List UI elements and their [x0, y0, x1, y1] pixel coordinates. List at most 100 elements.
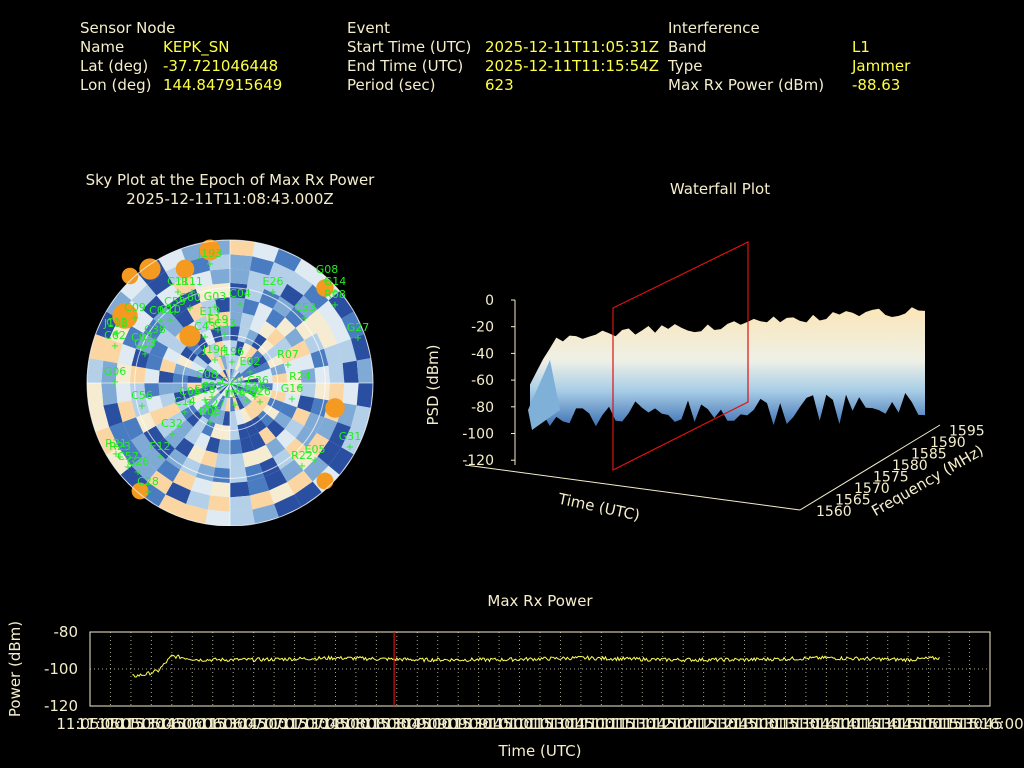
satellite-plus: + — [206, 417, 214, 428]
skyplot-cell — [230, 495, 253, 512]
satellite-plus: + — [211, 302, 219, 313]
skyplot-cell — [294, 447, 318, 471]
power-x-tick-label: 11:05:00 — [56, 715, 123, 733]
skyplot-cell — [201, 420, 216, 437]
skyplot-cell — [131, 284, 157, 310]
satellite-marker: +G06 — [104, 365, 127, 388]
power-x-tick-label: 11:08:45 — [363, 715, 430, 733]
satellite-label: C26 — [249, 385, 271, 398]
skyplot-cell — [230, 254, 253, 271]
satellite-label: C43 — [194, 320, 216, 333]
skyplot-cell — [165, 482, 191, 504]
skyplot-cell — [155, 327, 176, 348]
skyplot-cell — [265, 308, 286, 329]
satellite-marker: +G27 — [347, 321, 370, 344]
skyplot-cell — [217, 439, 230, 455]
skyplot-cell — [115, 363, 132, 383]
skyplot-cell — [262, 346, 280, 362]
skyplot-cell — [356, 358, 373, 383]
skyplot-cell — [303, 284, 329, 310]
satellite-plus: + — [298, 461, 306, 472]
skyplot-cell — [230, 373, 243, 383]
power-x-tick-label: 11:07:15 — [240, 715, 307, 733]
period-value: 623 — [485, 76, 514, 94]
freq-tick-label: 1595 — [949, 424, 985, 440]
skyplot-cell — [230, 383, 235, 398]
satellite-marker: +E13 — [200, 305, 221, 328]
satellite-marker: +R23 — [109, 440, 131, 463]
skyplot-cell — [201, 385, 217, 393]
skyplot-cell — [192, 355, 209, 369]
satellite-plus: + — [236, 299, 244, 310]
satellite-plus: + — [231, 400, 239, 411]
satellite-label: R07 — [277, 348, 299, 361]
skyplot-cell — [285, 438, 307, 460]
satellite-marker: +R24 — [289, 370, 311, 393]
satellite-label: C38 — [144, 323, 166, 336]
skyplot-cell — [109, 422, 131, 448]
satellite-label: C32 — [161, 417, 183, 430]
satellite-label: E12 — [150, 440, 171, 453]
satellite-plus: + — [301, 313, 309, 324]
skyplot-cell — [284, 327, 305, 348]
power-x-tick-label: 11:10:00 — [465, 715, 532, 733]
satellite-label: E29 — [225, 388, 246, 401]
skyplot-cell — [341, 427, 365, 455]
skyplot-cell — [230, 383, 238, 397]
satellite-plus: + — [346, 442, 354, 453]
skyplot-cell — [212, 467, 230, 484]
skyplot-cell — [187, 383, 202, 391]
skyplot-cell — [168, 411, 187, 429]
skyplot-cell — [144, 368, 160, 383]
skyplot-cell — [244, 345, 258, 362]
skyplot-cell — [274, 494, 302, 518]
skyplot-cell — [234, 356, 245, 371]
skyplot-interference-blob — [112, 303, 138, 329]
satellite-label: G31 — [339, 430, 362, 443]
skyplot-cell — [230, 467, 248, 484]
max-power-epoch-plane — [612, 241, 749, 471]
skyplot-cell — [122, 325, 144, 349]
satellite-marker: +C33 — [214, 317, 236, 340]
skyplot-cell — [217, 311, 230, 327]
skyplot-cell — [256, 368, 273, 379]
skyplot-cell — [149, 340, 169, 359]
satellite-label: C06 — [149, 304, 171, 317]
skyplot-cell — [254, 444, 273, 464]
satellite-marker: +C60 — [179, 291, 201, 314]
satellite-label: G08 — [316, 263, 339, 276]
end-label: End Time (UTC) — [347, 57, 464, 75]
skyplot-cell — [187, 375, 202, 383]
skyplot-cell — [158, 248, 186, 272]
skyplot-cell — [215, 409, 226, 426]
satellite-marker: +E05 — [305, 443, 326, 466]
satellite-label: C08 — [196, 368, 218, 381]
skyplot-cell — [173, 363, 190, 376]
satellite-plus: + — [228, 387, 236, 398]
satellite-marker: +C26 — [249, 385, 271, 408]
skyplot-cell — [227, 368, 230, 383]
skyplot-cell — [220, 370, 230, 383]
skyplot-cell — [115, 383, 132, 403]
event-section: Event Start Time (UTC) 2025-12-11T11:05:3… — [347, 19, 659, 95]
sensor-node-section: Sensor Node Name KEPK_SN Lat (deg) -37.721… — [80, 19, 282, 95]
satellite-plus: + — [256, 397, 264, 408]
psd-axis-label: PSD (dBm) — [424, 344, 442, 425]
skyplot-cell — [230, 411, 238, 426]
skyplot-cell — [272, 373, 288, 383]
skyplot-cell — [258, 375, 273, 383]
skyplot-cell — [258, 383, 273, 391]
skyplot-cell — [328, 363, 345, 383]
satellite-plus: + — [156, 316, 164, 327]
skyplot-cell — [216, 383, 230, 391]
skyplot-cell — [269, 262, 295, 284]
satellite-plus: + — [166, 315, 174, 326]
satellite-plus: + — [296, 382, 304, 393]
skyplot-interference-blob — [179, 325, 201, 347]
skyplot-cell — [230, 354, 235, 369]
satellite-marker: +G16 — [281, 382, 304, 405]
skyplot-cell — [215, 383, 230, 386]
skyplot-cell — [242, 298, 260, 316]
skyplot-cell — [173, 390, 190, 403]
skyplot-cell — [262, 404, 280, 420]
